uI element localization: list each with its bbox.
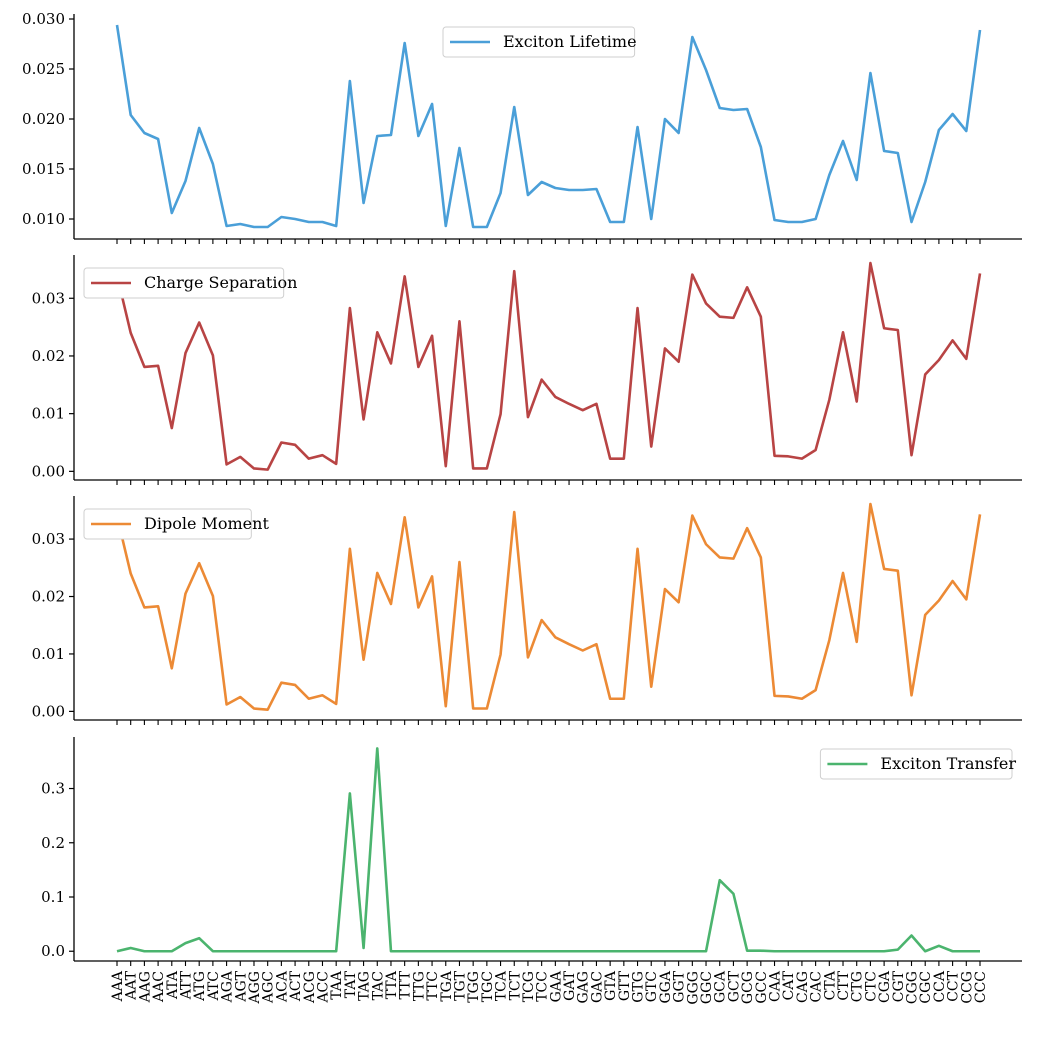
x-tick-label: GCA xyxy=(713,970,729,1003)
x-tick-label: GGT xyxy=(672,970,688,1002)
y-tick-label: 0.02 xyxy=(32,588,65,606)
x-tick-label: CGA xyxy=(877,970,893,1003)
x-tick-label: GCT xyxy=(726,970,742,1002)
legend-label: Exciton Transfer xyxy=(880,754,1016,773)
x-tick-label: ATT xyxy=(178,970,194,1000)
x-tick-label: GTC xyxy=(644,971,660,1002)
x-tick-label: GGC xyxy=(699,971,715,1004)
x-tick-label: GAA xyxy=(548,970,564,1002)
y-tick-label: 0.025 xyxy=(22,60,65,78)
x-tick-label: GCG xyxy=(740,971,756,1004)
x-tick-label: CAT xyxy=(781,970,797,1000)
y-tick-label: 0.010 xyxy=(22,210,65,228)
x-tick-label: AGA xyxy=(220,970,236,1003)
legend-label: Exciton Lifetime xyxy=(503,32,637,51)
x-tick-label: TAT xyxy=(343,970,359,998)
y-tick-label: 0.3 xyxy=(41,780,65,798)
x-tick-label: TGT xyxy=(452,970,468,1001)
legend-box xyxy=(442,26,636,58)
x-tick-label: TAC xyxy=(370,971,386,1000)
series-line-2 xyxy=(115,502,982,711)
y-tick-label: 0.03 xyxy=(32,289,65,307)
panel-2: 0.00 0.01 0.02 0.03 Dipole Moment xyxy=(32,496,1022,725)
y-tick-label: 0.020 xyxy=(22,110,65,128)
x-tick-label: GCC xyxy=(754,971,770,1004)
y-tick-label: 0.03 xyxy=(32,530,65,548)
x-tick-label: TAG xyxy=(357,971,373,1001)
x-tick-label: TGG xyxy=(466,971,482,1003)
series-line-0 xyxy=(115,24,982,229)
legend-label: Dipole Moment xyxy=(144,514,269,533)
x-tick-label: TCA xyxy=(494,970,510,1001)
x-tick-label: CTA xyxy=(822,970,838,1000)
x-tick-label: AGG xyxy=(247,971,263,1004)
x-tick-label: CGT xyxy=(891,970,907,1002)
x-tick-label: CGC xyxy=(918,971,934,1004)
x-tick-label: GGG xyxy=(685,971,701,1005)
x-tick-label: ACA xyxy=(274,970,290,1003)
x-tick-label: GTG xyxy=(631,971,647,1003)
panel-3: 0.0 0.1 0.2 0.3 Exciton Transfer xyxy=(41,737,1022,966)
x-tick-label: CCT xyxy=(946,970,962,1001)
x-tick-label: GAC xyxy=(589,971,605,1003)
y-tick-label: 0.01 xyxy=(32,645,65,663)
x-tick-label: AAA xyxy=(110,970,126,1002)
x-tick-label: ATC xyxy=(206,971,222,1001)
series-line-1 xyxy=(115,261,982,471)
x-tick-label: ATG xyxy=(192,971,208,1002)
y-tick-label: 0.030 xyxy=(22,10,65,28)
legend-label: Charge Separation xyxy=(144,273,297,292)
x-tick-label: ACC xyxy=(315,971,331,1004)
x-tick-label: CTC xyxy=(863,971,879,1002)
x-tick-label: AGC xyxy=(261,971,277,1004)
x-tick-label: ACG xyxy=(302,971,318,1004)
x-tick-label: AAC xyxy=(151,971,167,1003)
x-tick-label: CTG xyxy=(850,971,866,1002)
x-tick-label: TCC xyxy=(535,971,551,1002)
panel-0: 0.010 0.015 0.020 0.025 0.030 Exciton Lifetim… xyxy=(22,10,1022,244)
x-tick-label: CGG xyxy=(905,971,921,1004)
legend-box xyxy=(83,508,252,540)
x-tick-label: AAG xyxy=(137,971,153,1003)
x-tick-label: TCT xyxy=(507,970,523,1000)
x-tick-label: GAT xyxy=(562,970,578,1001)
x-tick-label: GTT xyxy=(617,970,633,1001)
x-tick-label: CCG xyxy=(959,971,975,1004)
y-tick-label: 0.00 xyxy=(32,462,65,480)
legend-box xyxy=(83,267,285,299)
x-tick-label: TTT xyxy=(398,970,414,999)
panel-1: 0.00 0.01 0.02 0.03 Charge Separation xyxy=(32,255,1022,485)
series-line-3 xyxy=(116,747,980,953)
x-tick-label: AGT xyxy=(233,970,249,1002)
x-tick-label: TTA xyxy=(384,970,400,999)
x-tick-label: GTA xyxy=(603,970,619,1001)
x-tick-label: CCC xyxy=(973,971,989,1003)
x-tick-label: TTG xyxy=(411,971,427,1001)
x-tick-label: ATA xyxy=(165,970,181,1000)
x-tick-label: TGA xyxy=(439,970,455,1002)
x-tick-label: AAT xyxy=(124,970,140,1000)
x-tick-label: GAG xyxy=(576,971,592,1003)
y-tick-label: 0.01 xyxy=(32,405,65,423)
x-tick-label: TGC xyxy=(480,971,496,1002)
x-tick-label: TAA xyxy=(329,970,345,1000)
x-tick-label: ACT xyxy=(288,970,304,1002)
y-tick-label: 0.1 xyxy=(41,888,65,906)
x-tick-label: CTT xyxy=(836,970,852,1000)
y-tick-label: 0.0 xyxy=(41,942,65,960)
x-tick-label: GGA xyxy=(658,970,674,1003)
x-tick-label: CAG xyxy=(795,971,811,1003)
y-tick-label: 0.00 xyxy=(32,702,65,720)
y-tick-label: 0.2 xyxy=(41,834,65,852)
x-tick-label: CAA xyxy=(768,970,784,1002)
x-tick-label: TTC xyxy=(425,971,441,1001)
x-tick-label: CCA xyxy=(932,970,948,1002)
y-tick-label: 0.02 xyxy=(32,347,65,365)
y-tick-label: 0.015 xyxy=(22,160,65,178)
x-tick-label: TCG xyxy=(521,971,537,1002)
x-tick-label: CAC xyxy=(809,971,825,1003)
legend-box xyxy=(819,748,1013,780)
